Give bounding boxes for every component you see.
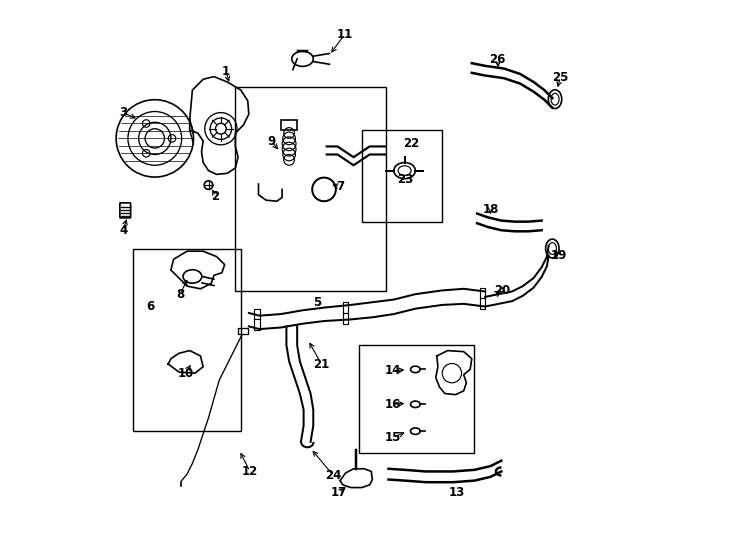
Text: 10: 10 — [178, 367, 194, 380]
Text: 9: 9 — [267, 134, 275, 147]
Text: 2: 2 — [211, 190, 219, 203]
Bar — [343, 302, 348, 323]
Bar — [254, 309, 260, 330]
Bar — [359, 345, 474, 453]
Text: 18: 18 — [482, 204, 498, 217]
Text: 25: 25 — [552, 71, 569, 84]
Text: 24: 24 — [325, 469, 341, 482]
Text: 7: 7 — [336, 180, 344, 193]
Text: 20: 20 — [494, 284, 511, 297]
Text: 12: 12 — [241, 465, 258, 478]
Bar — [238, 328, 248, 334]
Text: 4: 4 — [119, 224, 127, 237]
Text: 16: 16 — [385, 398, 401, 411]
Bar — [281, 119, 297, 130]
Text: 3: 3 — [119, 106, 127, 119]
Text: 13: 13 — [449, 487, 465, 500]
Text: 22: 22 — [404, 137, 420, 150]
Bar — [236, 87, 386, 292]
Text: 17: 17 — [331, 487, 347, 500]
Bar — [362, 130, 442, 221]
Text: 21: 21 — [313, 357, 330, 370]
Text: 15: 15 — [385, 431, 401, 444]
Text: 23: 23 — [398, 173, 414, 186]
Text: 8: 8 — [176, 288, 184, 301]
Text: 11: 11 — [336, 28, 352, 41]
Text: 26: 26 — [490, 53, 506, 66]
Text: 5: 5 — [313, 296, 321, 309]
Text: 1: 1 — [222, 65, 230, 78]
Bar — [134, 248, 241, 431]
Bar — [480, 288, 485, 309]
Polygon shape — [168, 350, 203, 373]
Text: 6: 6 — [146, 300, 155, 313]
Text: 14: 14 — [385, 364, 401, 377]
Text: 19: 19 — [550, 249, 567, 262]
